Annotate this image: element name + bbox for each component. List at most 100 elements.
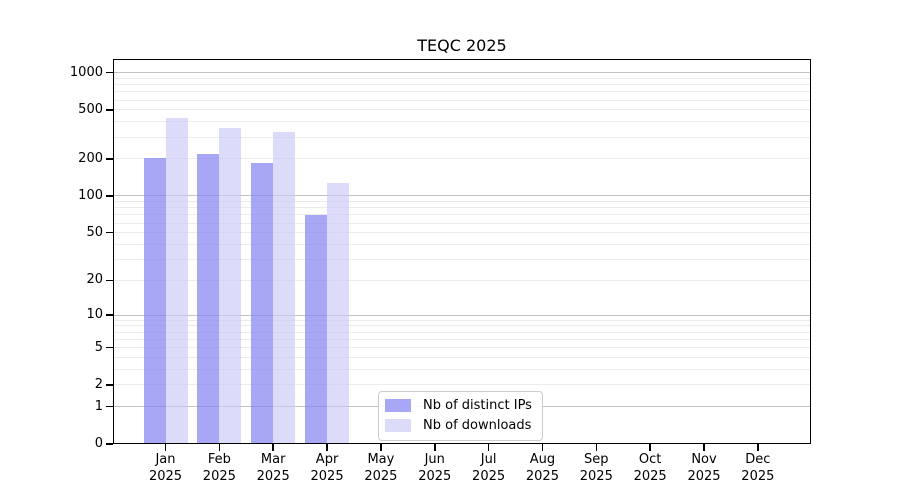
y-tick-mark [106, 195, 113, 197]
gridline-minor [113, 207, 811, 209]
gridline-minor [113, 368, 811, 370]
gridline-major [113, 72, 811, 74]
y-tick-label: 1 [94, 398, 103, 414]
x-tick-mark [218, 444, 221, 451]
x-tick-label-jan: Jan 2025 [126, 452, 206, 485]
y-tick-label: 1000 [69, 64, 103, 80]
gridline-minor [113, 279, 811, 281]
y-tick-mark [106, 384, 113, 386]
y-tick-label: 500 [78, 101, 103, 117]
x-tick-label-jul: Jul 2025 [449, 452, 529, 485]
x-tick-month: Feb [207, 452, 231, 467]
x-tick-year: 2025 [418, 468, 452, 484]
y-tick-label: 0 [94, 436, 103, 451]
x-tick-month: May [367, 452, 395, 467]
y-tick-mark [106, 158, 113, 160]
legend-swatch-downloads [385, 419, 411, 432]
y-tick-label: 50 [86, 224, 103, 240]
bar-downloads [273, 131, 296, 444]
x-tick-month: Jul [480, 452, 497, 467]
y-tick-mark [106, 109, 113, 111]
gridline-minor [113, 91, 811, 93]
gridline-minor [113, 214, 811, 216]
x-tick-label-jun: Jun 2025 [395, 452, 475, 485]
gridline-minor [113, 338, 811, 340]
gridline-minor [113, 347, 811, 349]
y-tick-mark [106, 314, 113, 316]
y-tick-label: 20 [86, 272, 103, 288]
x-tick-label-mar: Mar 2025 [233, 452, 313, 485]
gridline-minor [113, 121, 811, 123]
legend-item-downloads: Nb of downloads [385, 418, 532, 433]
x-tick-year: 2025 [364, 468, 398, 484]
x-tick-label-aug: Aug 2025 [502, 452, 582, 485]
gridline-minor [113, 109, 811, 111]
x-tick-month: Dec [745, 452, 771, 467]
gridline-minor [113, 243, 811, 245]
x-tick-year: 2025 [148, 468, 183, 484]
x-tick-month: Sep [584, 452, 609, 467]
y-tick-label: 5 [94, 339, 103, 355]
x-tick-mark [541, 444, 544, 451]
y-tick-mark [106, 346, 113, 349]
gridline-minor [113, 319, 811, 321]
x-tick-year: 2025 [256, 468, 290, 484]
gridline-major [113, 195, 811, 197]
x-tick-month: Nov [691, 452, 717, 467]
gridline-minor [113, 258, 811, 260]
chart-title: TEQC 2025 [417, 36, 507, 55]
x-tick-label-may: May 2025 [341, 452, 421, 485]
y-tick-label: 10 [86, 307, 103, 323]
gridline-minor [113, 232, 811, 234]
x-tick-mark [487, 444, 490, 451]
bar-distinct-ips [251, 162, 274, 444]
gridline-minor [113, 222, 811, 224]
legend-swatch-distinct-ips [385, 399, 411, 412]
bar-downloads [165, 118, 188, 444]
x-tick-mark [649, 444, 651, 451]
x-tick-mark [703, 444, 705, 451]
gridline-minor [113, 384, 811, 386]
plot-area: Nb of distinct IPs Nb of downloads [113, 59, 811, 444]
x-tick-mark [595, 444, 598, 451]
bar-distinct-ips [197, 154, 220, 444]
x-tick-label-apr: Apr 2025 [287, 452, 367, 485]
x-tick-month: Aug [529, 452, 556, 467]
legend-label-distinct-ips: Nb of distinct IPs [423, 398, 532, 413]
y-tick-mark [106, 279, 113, 282]
x-tick-year: 2025 [579, 468, 613, 484]
x-tick-year: 2025 [525, 468, 559, 484]
bar-distinct-ips [305, 214, 328, 444]
bar-distinct-ips [143, 158, 166, 444]
x-tick-mark [326, 444, 328, 451]
x-tick-year: 2025 [202, 468, 236, 484]
gridline-minor [113, 201, 811, 203]
bar-downloads [219, 127, 242, 444]
x-tick-month: Jun [424, 452, 445, 467]
gridline-minor [113, 99, 811, 101]
x-tick-mark [164, 444, 167, 451]
y-tick-label: 200 [78, 150, 103, 166]
y-tick-mark [106, 71, 113, 74]
x-tick-month: Jan [155, 452, 176, 467]
x-tick-mark [757, 444, 759, 451]
x-tick-label-feb: Feb 2025 [179, 452, 259, 485]
gridline-minor [113, 331, 811, 333]
x-tick-year: 2025 [633, 468, 667, 484]
gridline-minor [113, 136, 811, 138]
x-tick-month: Oct [638, 452, 662, 467]
x-tick-mark [434, 444, 436, 451]
gridline-minor [113, 77, 811, 79]
y-tick-mark [106, 405, 113, 408]
gridline-minor [113, 357, 811, 358]
x-tick-year: 2025 [687, 468, 721, 484]
x-tick-month: Apr [315, 452, 339, 467]
x-tick-label-nov: Nov 2025 [664, 452, 744, 485]
legend-label-downloads: Nb of downloads [423, 418, 532, 433]
gridline-minor [113, 84, 811, 86]
x-tick-year: 2025 [741, 468, 775, 484]
gridline-minor [113, 158, 811, 160]
y-tick-label: 2 [94, 376, 103, 392]
x-tick-mark [272, 444, 274, 451]
x-tick-year: 2025 [472, 468, 506, 484]
